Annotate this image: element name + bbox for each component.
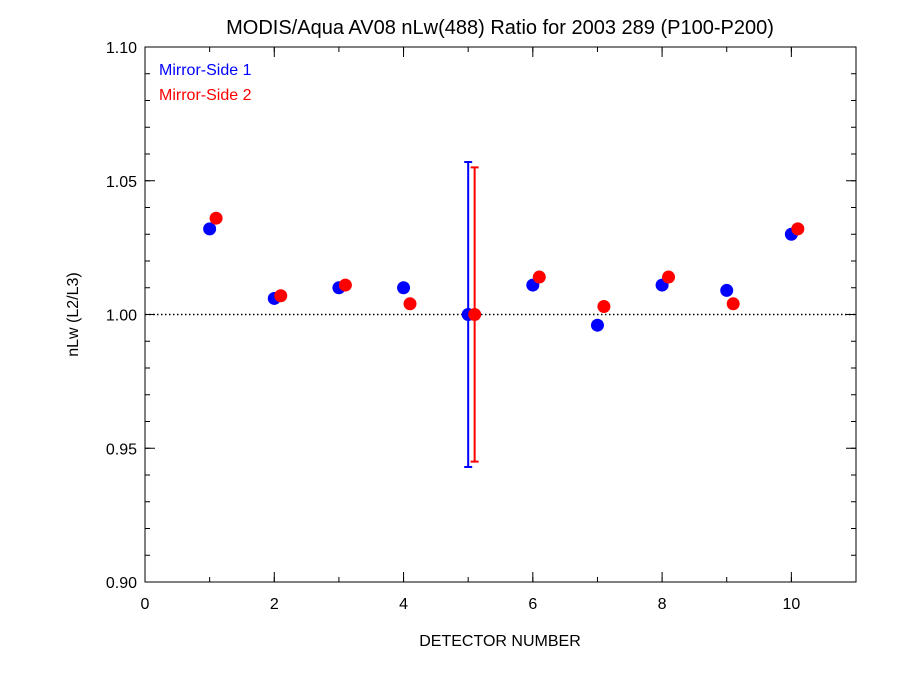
y-tick-label: 1.05 (106, 174, 137, 191)
point-series-2 (791, 222, 805, 236)
x-tick-label: 10 (782, 596, 800, 613)
point-series-1 (590, 318, 604, 332)
x-tick-label: 2 (270, 596, 279, 613)
x-tick-label: 0 (141, 596, 150, 613)
x-axis-label: DETECTOR NUMBER (419, 633, 581, 650)
point-series-2 (274, 289, 288, 303)
y-tick-label: 0.95 (106, 441, 137, 458)
point-series-2 (209, 211, 223, 225)
y-tick-label: 1.10 (106, 40, 137, 57)
point-series-2 (532, 270, 546, 284)
point-series-1 (720, 283, 734, 297)
x-tick-label: 8 (658, 596, 667, 613)
x-tick-label: 6 (528, 596, 537, 613)
point-series-2 (726, 297, 740, 311)
axis-ticks (144, 46, 857, 583)
point-series-1 (397, 281, 411, 295)
point-series-2 (468, 308, 482, 321)
axis-tick-labels: 0 2 4 6 8 10 0.90 0.95 1.00 1.05 1.10 (106, 40, 801, 613)
y-axis-label: nLw (L2/L3) (65, 272, 82, 357)
point-series-1 (203, 222, 217, 236)
point-series-2 (403, 297, 417, 311)
point-series-2 (662, 270, 676, 284)
point-series-2 (338, 278, 352, 292)
legend-item-mirror-side-1: Mirror-Side 1 (159, 62, 252, 79)
data-points (203, 211, 805, 332)
y-tick-label: 0.90 (106, 575, 137, 592)
y-tick-label: 1.00 (106, 308, 137, 325)
x-tick-label: 4 (399, 596, 408, 613)
legend-item-mirror-side-2: Mirror-Side 2 (159, 87, 252, 104)
chart-title: MODIS/Aqua AV08 nLw(488) Ratio for 2003 … (226, 17, 774, 39)
legend: Mirror-Side 1 Mirror-Side 2 (159, 62, 252, 104)
point-series-2 (597, 299, 611, 313)
